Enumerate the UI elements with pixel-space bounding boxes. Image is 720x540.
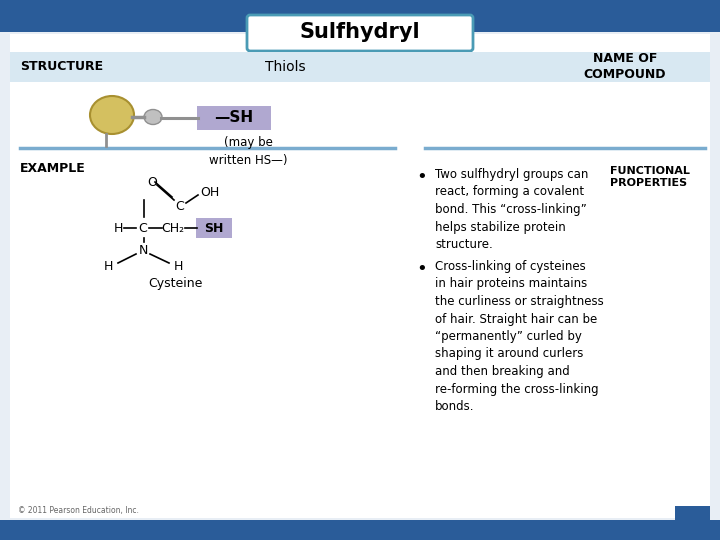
Text: N: N bbox=[138, 244, 148, 256]
Text: FUNCTIONAL
PROPERTIES: FUNCTIONAL PROPERTIES bbox=[610, 166, 690, 188]
Text: NAME OF
COMPOUND: NAME OF COMPOUND bbox=[584, 51, 666, 80]
FancyBboxPatch shape bbox=[675, 506, 710, 520]
Text: H: H bbox=[113, 221, 122, 234]
FancyBboxPatch shape bbox=[196, 218, 232, 238]
FancyBboxPatch shape bbox=[10, 34, 710, 518]
Text: H: H bbox=[174, 260, 183, 273]
Text: •: • bbox=[417, 168, 428, 186]
Text: O: O bbox=[147, 176, 157, 188]
Text: Sulfhydryl: Sulfhydryl bbox=[300, 22, 420, 42]
Text: C: C bbox=[176, 200, 184, 213]
Text: —SH: —SH bbox=[215, 111, 253, 125]
Ellipse shape bbox=[90, 96, 134, 134]
Text: SH: SH bbox=[204, 221, 224, 234]
FancyBboxPatch shape bbox=[0, 520, 720, 540]
Ellipse shape bbox=[144, 110, 162, 125]
FancyBboxPatch shape bbox=[0, 0, 720, 32]
Text: Cysteine: Cysteine bbox=[148, 276, 202, 289]
Text: Two sulfhydryl groups can
react, forming a covalent
bond. This “cross-linking”
h: Two sulfhydryl groups can react, forming… bbox=[435, 168, 588, 251]
Text: •: • bbox=[417, 260, 428, 278]
Text: CH₂: CH₂ bbox=[161, 221, 184, 234]
Text: H: H bbox=[103, 260, 113, 273]
Text: EXAMPLE: EXAMPLE bbox=[20, 162, 86, 175]
FancyBboxPatch shape bbox=[197, 106, 271, 130]
FancyBboxPatch shape bbox=[247, 15, 473, 51]
FancyBboxPatch shape bbox=[10, 52, 710, 82]
Text: Cross-linking of cysteines
in hair proteins maintains
the curliness or straightn: Cross-linking of cysteines in hair prote… bbox=[435, 260, 604, 413]
Text: (may be
written HS—): (may be written HS—) bbox=[209, 136, 287, 167]
Text: Thiols: Thiols bbox=[265, 60, 305, 74]
Text: STRUCTURE: STRUCTURE bbox=[20, 60, 103, 73]
Text: OH: OH bbox=[200, 186, 220, 199]
Text: © 2011 Pearson Education, Inc.: © 2011 Pearson Education, Inc. bbox=[18, 505, 139, 515]
Text: C: C bbox=[139, 221, 148, 234]
